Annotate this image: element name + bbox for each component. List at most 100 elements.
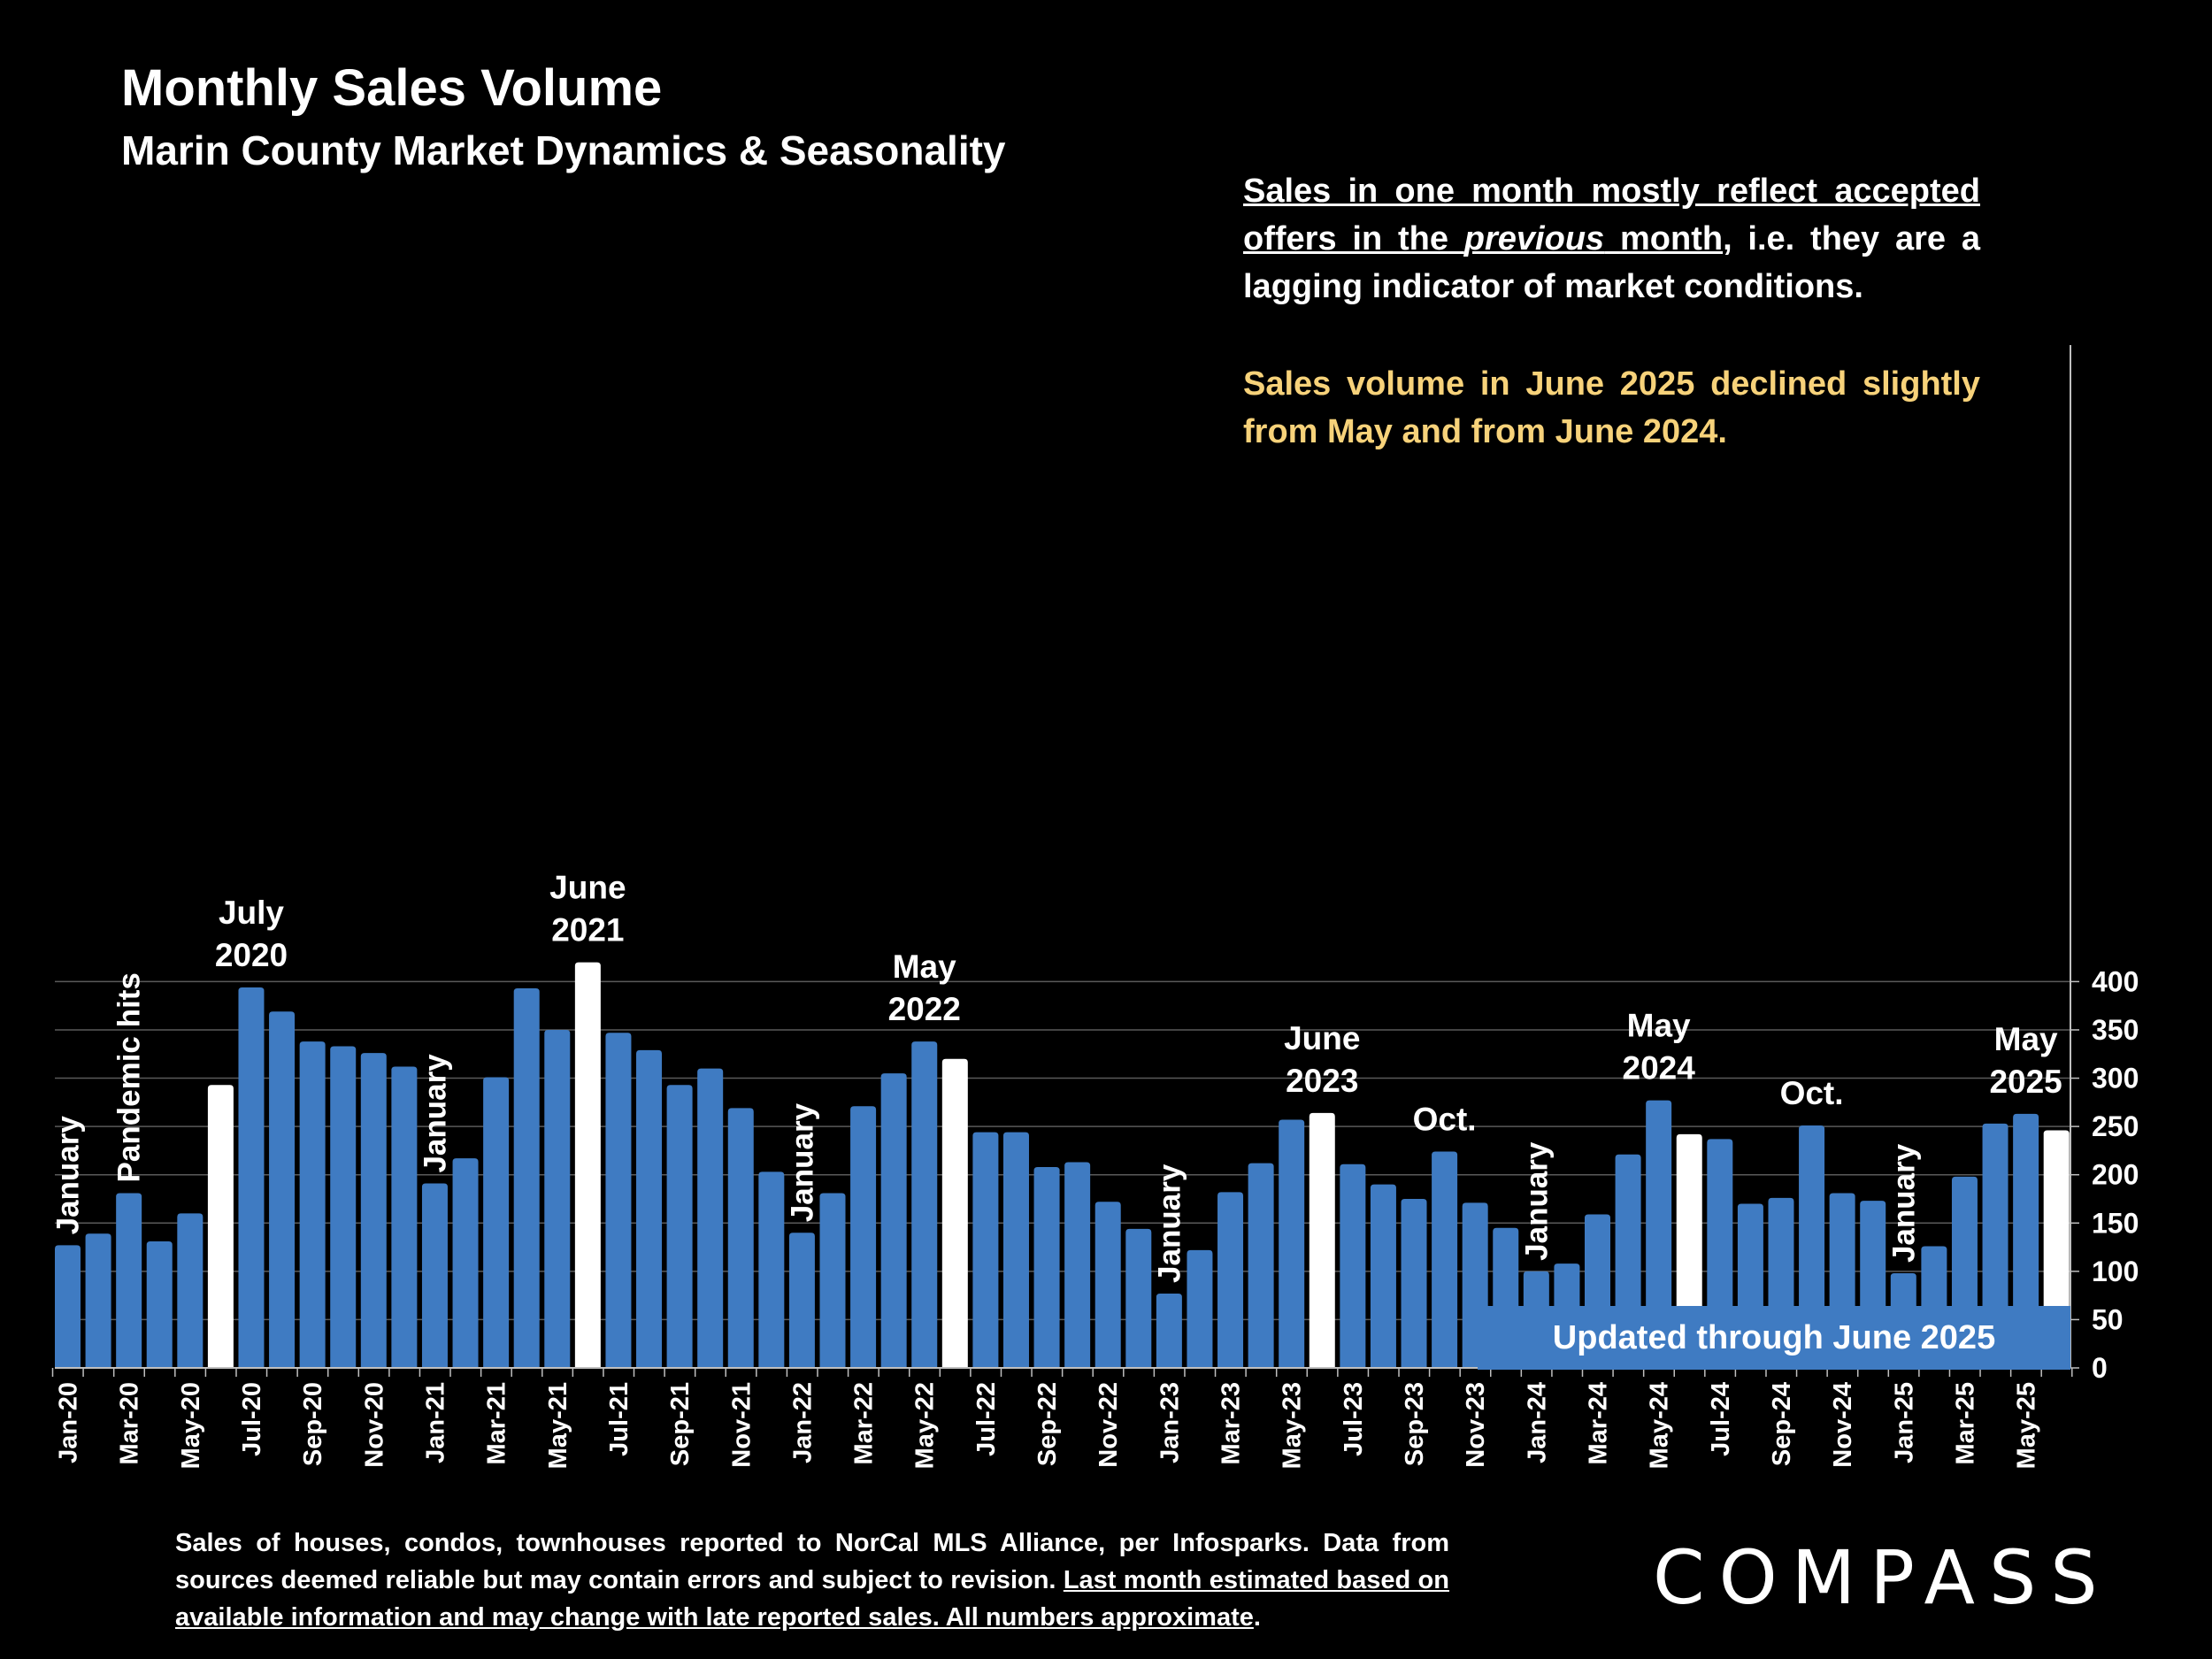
x-tick-label: Jan-25	[1890, 1382, 1918, 1463]
x-tick-label: Nov-21	[727, 1382, 756, 1468]
compass-logo: COMPASS	[1653, 1534, 2112, 1621]
y-tick-label: 400	[2092, 965, 2139, 997]
footnote-source: Sales of houses, condos, townhouses repo…	[175, 1529, 1449, 1594]
bar-sep-22	[1033, 1166, 1060, 1368]
annotation-label: July	[219, 895, 284, 931]
bar-feb-21	[452, 1158, 479, 1368]
bar-oct-23	[1432, 1151, 1458, 1368]
annotation-label: 2024	[1623, 1050, 1696, 1087]
bar-jul-20	[238, 987, 265, 1368]
bar-apr-22	[880, 1073, 907, 1368]
bar-mar-21	[483, 1077, 510, 1368]
bar-may-21	[544, 1029, 571, 1368]
annotation-label: 2022	[888, 991, 961, 1027]
x-tick-label: Sep-24	[1768, 1382, 1796, 1466]
x-tick-label: Nov-23	[1462, 1382, 1490, 1468]
bar-may-22	[911, 1041, 938, 1368]
footnote-estimate: Last month estimated based on available …	[175, 1566, 1449, 1632]
bar-jul-22	[972, 1132, 999, 1368]
note1-text-a: Sales in one month mostly reflect accept…	[1243, 173, 1980, 257]
y-tick-label: 300	[2092, 1063, 2139, 1094]
bar-jan-20	[55, 1245, 81, 1368]
bar-dec-21	[758, 1171, 785, 1368]
bar-jan-23	[1156, 1293, 1182, 1368]
x-tick-label: Sep-23	[1401, 1382, 1429, 1466]
bar-jul-21	[605, 1033, 632, 1368]
bar-jun-23	[1309, 1112, 1335, 1368]
y-tick-label: 50	[2092, 1303, 2124, 1335]
note1-italic: previous	[1463, 220, 1605, 257]
annotation-label: May	[1627, 1008, 1691, 1044]
annotation-label: January	[785, 1102, 819, 1222]
bar-jun-21	[574, 962, 601, 1368]
bar-aug-22	[1002, 1132, 1029, 1368]
x-tick-label: Nov-22	[1094, 1382, 1123, 1468]
footnote-period: .	[1253, 1603, 1261, 1632]
chart-title: Monthly Sales Volume	[121, 59, 663, 117]
x-tick-label: Jul-21	[605, 1382, 634, 1456]
x-tick-label: Mar-25	[1951, 1382, 1979, 1465]
note1-text-c: , i.e. they are a lagging indicator of m…	[1243, 220, 1980, 305]
x-tick-label: Jan-20	[55, 1382, 83, 1463]
annotation-label: Oct.	[1413, 1102, 1477, 1138]
x-tick-label: May-25	[2013, 1382, 2041, 1469]
x-tick-label: Jan-22	[788, 1382, 817, 1463]
bar-aug-23	[1370, 1184, 1396, 1368]
x-tick-label: Mar-24	[1585, 1382, 1613, 1465]
bar-apr-20	[146, 1241, 173, 1368]
y-tick-label: 0	[2092, 1352, 2108, 1384]
x-tick-label: Mar-20	[116, 1382, 144, 1465]
bar-aug-21	[636, 1049, 663, 1368]
x-tick-label: Mar-23	[1217, 1382, 1246, 1465]
bar-oct-22	[1064, 1162, 1091, 1368]
y-tick-label: 250	[2092, 1110, 2139, 1142]
annotation-label: June	[549, 870, 626, 906]
bar-apr-21	[513, 988, 540, 1368]
annotation-label: Oct.	[1780, 1075, 1844, 1111]
annotation-label: 2021	[551, 912, 624, 949]
x-tick-label: May-20	[177, 1382, 205, 1469]
lagging-indicator-note: Sales in one month mostly reflect accept…	[1243, 167, 1980, 311]
x-tick-label: Mar-22	[850, 1382, 879, 1465]
x-tick-label: Jan-21	[421, 1382, 449, 1463]
updated-through-label: Updated through June 2025	[1478, 1306, 2070, 1370]
x-tick-label: May-23	[1279, 1382, 1307, 1469]
x-tick-label: Jul-23	[1340, 1382, 1368, 1456]
x-tick-label: Jan-23	[1156, 1382, 1184, 1463]
y-tick-label: 200	[2092, 1159, 2139, 1191]
annotation-label: 2020	[215, 937, 288, 973]
bar-feb-20	[85, 1233, 111, 1368]
x-tick-label: Jul-20	[238, 1382, 266, 1456]
x-tick-label: May-21	[544, 1382, 572, 1469]
x-tick-label: Mar-21	[483, 1382, 511, 1465]
bar-may-24	[1646, 1100, 1672, 1368]
bar-jul-23	[1340, 1164, 1366, 1368]
x-tick-label: Jul-24	[1707, 1382, 1735, 1456]
bar-dec-22	[1125, 1228, 1152, 1368]
bar-nov-20	[360, 1053, 387, 1368]
bar-dec-20	[391, 1066, 418, 1368]
y-tick-label: 150	[2092, 1207, 2139, 1239]
bar-nov-22	[1094, 1202, 1121, 1368]
annotation-label: June	[1284, 1020, 1360, 1056]
bar-may-25	[2013, 1113, 2039, 1368]
bar-apr-23	[1248, 1163, 1274, 1368]
bar-sep-21	[666, 1085, 693, 1368]
x-tick-label: Jul-22	[972, 1382, 1001, 1456]
x-tick-label: May-24	[1646, 1382, 1674, 1469]
annotation-label: January	[1152, 1164, 1187, 1283]
bar-may-20	[177, 1213, 204, 1368]
annotation-label: January	[51, 1116, 86, 1235]
annotation-label: January	[1886, 1143, 1921, 1263]
x-tick-label: Sep-22	[1033, 1382, 1062, 1466]
chart-subtitle: Marin County Market Dynamics & Seasonali…	[121, 127, 1006, 173]
bar-feb-22	[819, 1193, 846, 1368]
annotation-label: 2023	[1286, 1063, 1358, 1099]
annotation-label: January	[418, 1054, 452, 1173]
bar-sep-20	[299, 1041, 326, 1368]
source-footnote: Sales of houses, condos, townhouses repo…	[175, 1525, 1449, 1636]
x-tick-label: May-22	[911, 1382, 940, 1469]
bar-mar-22	[850, 1106, 877, 1368]
annotation-label: May	[1994, 1021, 2058, 1057]
bar-may-23	[1279, 1119, 1305, 1368]
